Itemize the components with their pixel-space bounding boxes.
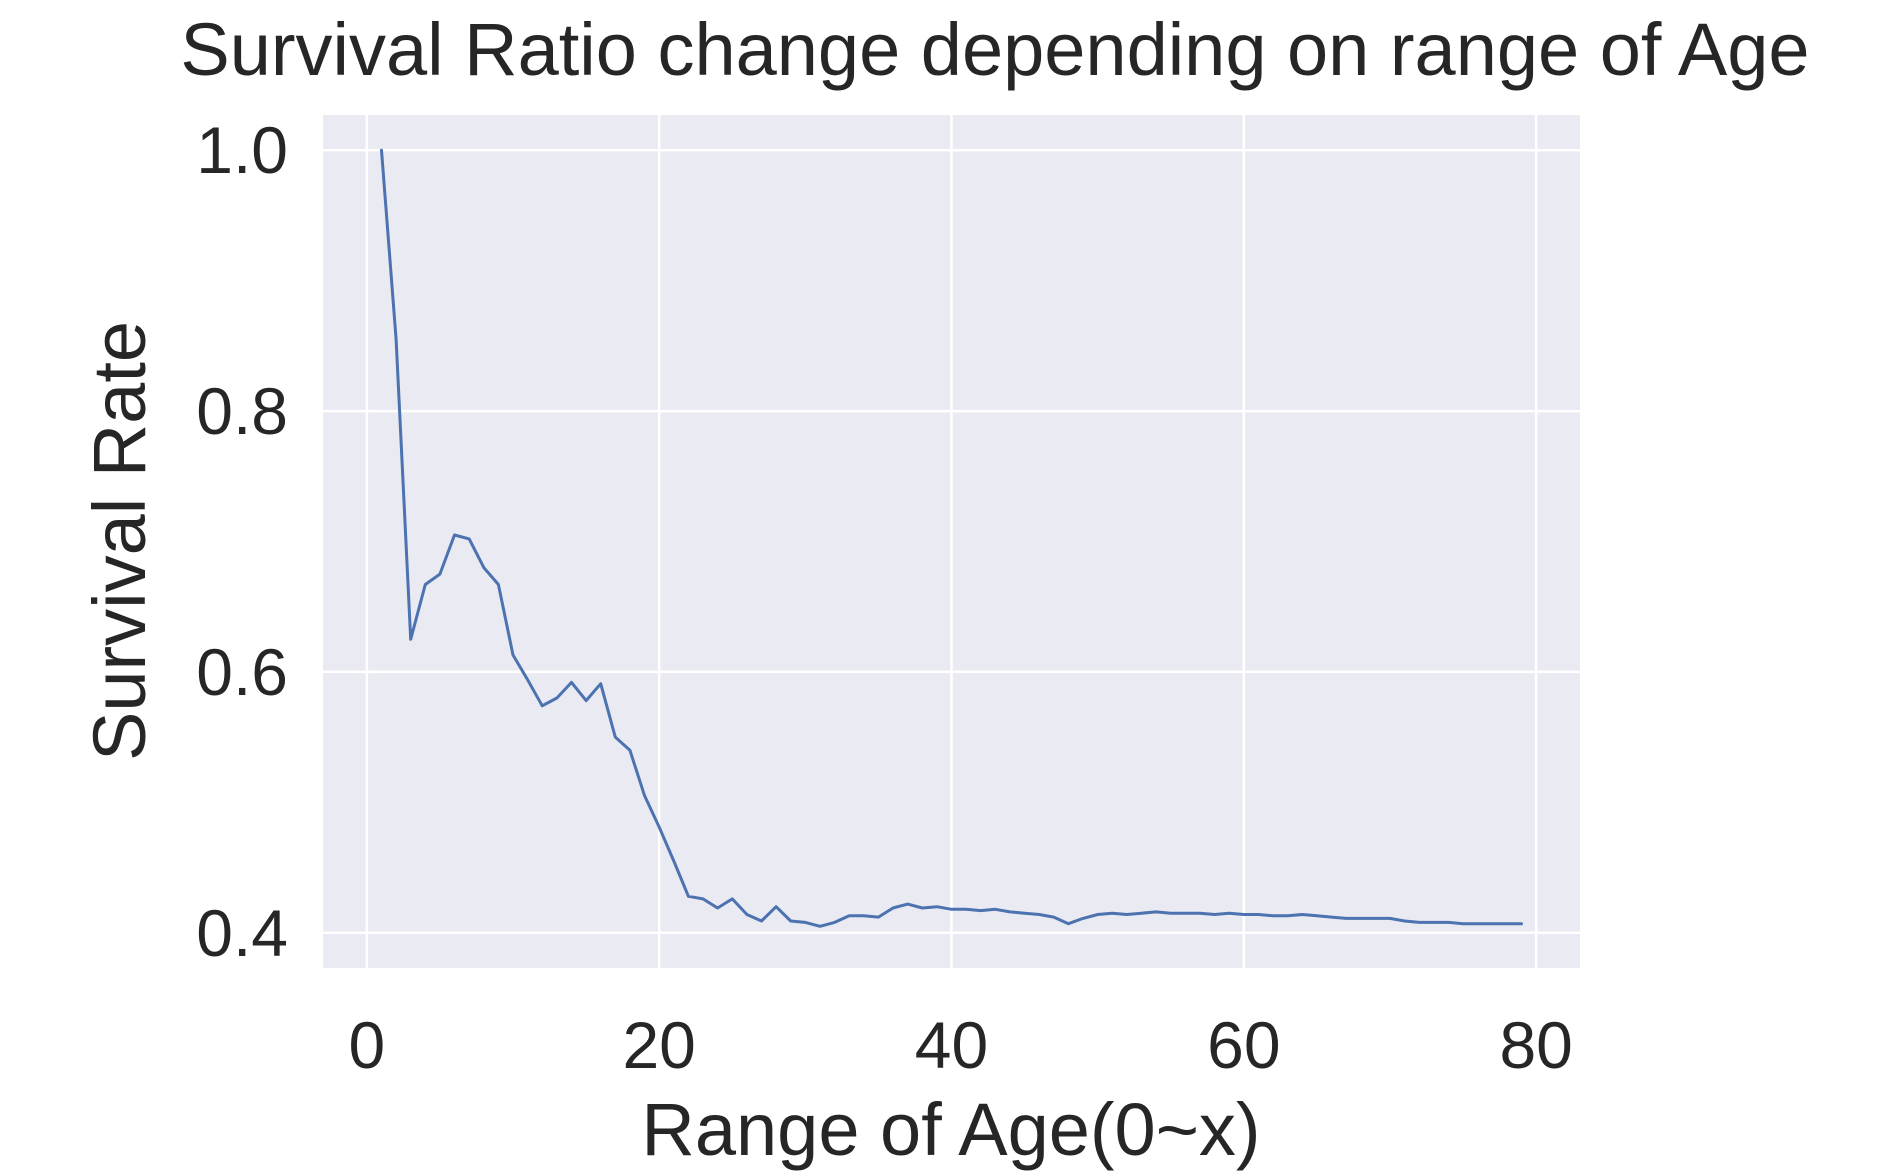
data-point — [1052, 915, 1056, 919]
data-point — [657, 825, 661, 829]
data-series — [380, 148, 1523, 928]
data-point — [1359, 917, 1362, 920]
data-point — [614, 735, 617, 739]
data-point — [570, 681, 573, 684]
data-point — [1037, 913, 1041, 916]
data-point — [380, 149, 383, 152]
data-point — [1169, 912, 1172, 915]
data-point — [1257, 913, 1260, 916]
data-point — [1344, 917, 1348, 920]
data-point — [1140, 912, 1143, 915]
data-point — [1111, 912, 1114, 915]
data-point — [467, 537, 471, 541]
data-point — [1213, 913, 1216, 916]
data-point — [716, 906, 719, 910]
data-point — [1023, 912, 1026, 915]
data-point — [847, 914, 851, 918]
data-point — [1125, 913, 1129, 916]
data-point — [1491, 922, 1494, 925]
data-point — [424, 583, 427, 586]
grid — [323, 115, 1580, 968]
data-point — [1198, 912, 1202, 915]
data-point — [1403, 919, 1406, 923]
data-point — [453, 533, 456, 537]
data-point — [1228, 912, 1231, 915]
tick-labels: 0 20 40 60 80 0.4 0.6 0.8 1.0 — [196, 113, 1573, 1082]
data-point — [877, 915, 880, 919]
data-point — [482, 566, 485, 569]
x-axis-label: Range of Age(0~x) — [641, 1088, 1260, 1171]
data-point — [1096, 913, 1099, 916]
y-axis-label: Survival Rate — [78, 321, 161, 761]
data-point — [731, 897, 734, 901]
data-point — [760, 919, 763, 923]
data-point — [497, 583, 500, 586]
data-point — [1330, 915, 1333, 919]
data-point — [1008, 910, 1012, 914]
data-point — [1315, 914, 1319, 918]
data-point — [701, 897, 705, 901]
data-point — [1432, 921, 1436, 924]
data-point — [994, 908, 997, 911]
data-point — [1505, 922, 1509, 925]
data-point — [628, 748, 632, 752]
data-point — [950, 908, 953, 911]
data-point — [1520, 922, 1523, 925]
chart-title: Survival Ratio change depending on range… — [180, 8, 1809, 91]
data-point — [1418, 921, 1421, 924]
data-point — [511, 653, 515, 657]
x-tick-label: 0 — [348, 1008, 385, 1082]
data-point — [584, 699, 588, 702]
data-point — [891, 906, 895, 910]
data-point — [1374, 917, 1377, 920]
data-point — [687, 895, 690, 898]
data-point — [935, 905, 939, 908]
data-point — [833, 921, 836, 924]
data-point — [1476, 922, 1479, 925]
data-point — [409, 638, 412, 641]
y-tick-label: 0.6 — [196, 635, 288, 709]
x-tick-label: 80 — [1499, 1008, 1572, 1082]
data-point — [526, 678, 529, 681]
data-point — [1301, 913, 1304, 916]
y-tick-label: 0.4 — [196, 896, 288, 970]
data-point — [1461, 922, 1465, 925]
data-point — [438, 572, 442, 576]
data-point — [862, 914, 866, 918]
data-point — [789, 919, 792, 923]
y-tick-label: 1.0 — [196, 113, 288, 187]
data-point — [774, 905, 778, 908]
data-point — [1286, 914, 1289, 918]
data-point — [906, 902, 909, 906]
data-point — [394, 338, 398, 341]
data-point — [921, 906, 924, 910]
data-point — [541, 704, 544, 708]
x-tick-label: 60 — [1207, 1008, 1280, 1082]
data-point — [672, 859, 675, 863]
data-point — [818, 925, 822, 928]
data-point — [599, 682, 602, 685]
data-point — [745, 913, 749, 916]
x-tick-label: 40 — [915, 1008, 988, 1082]
data-point — [804, 921, 807, 924]
data-point — [1388, 917, 1392, 920]
data-point — [1447, 921, 1450, 924]
data-point — [1184, 912, 1187, 915]
data-point — [1081, 917, 1085, 920]
data-point — [555, 696, 559, 700]
data-point — [1271, 914, 1275, 918]
data-point — [964, 908, 968, 911]
data-point — [1242, 913, 1246, 916]
x-tick-label: 20 — [622, 1008, 695, 1082]
y-tick-label: 0.8 — [196, 374, 288, 448]
data-point — [979, 909, 982, 912]
data-point — [1154, 910, 1158, 914]
data-point — [1067, 922, 1070, 925]
data-point — [643, 794, 646, 798]
